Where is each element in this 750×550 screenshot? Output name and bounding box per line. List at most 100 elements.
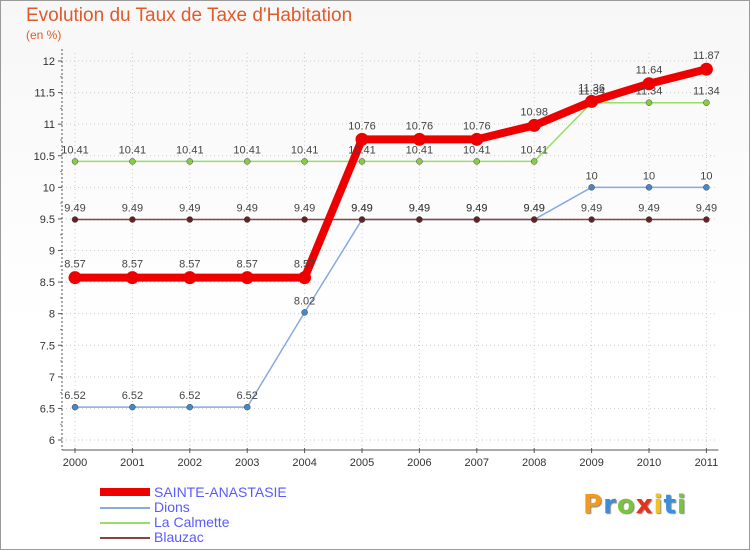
data-label-la calmette: 10.41 bbox=[348, 144, 376, 156]
legend-item-dions: Dions bbox=[100, 500, 400, 515]
series-line-dions bbox=[75, 186, 707, 408]
x-tick-label: 2011 bbox=[695, 457, 719, 469]
data-label-sainte-anastasie: 8.57 bbox=[122, 259, 143, 271]
data-point-blauzac bbox=[358, 216, 366, 223]
x-tick-label: 2008 bbox=[522, 457, 546, 469]
data-label-sainte-anastasie: 11.64 bbox=[636, 65, 663, 77]
data-point-la calmette bbox=[703, 99, 710, 106]
series-layer bbox=[68, 62, 713, 411]
series-line-sainte-anastasie bbox=[75, 65, 708, 282]
x-tick-label: 2004 bbox=[292, 457, 316, 469]
legend-item-sainte-anastasie: SAINTE-ANASTASIE bbox=[100, 485, 400, 500]
data-point-sainte-anastasie bbox=[240, 271, 254, 285]
legend-swatch-sainte-anastasie bbox=[100, 488, 150, 496]
data-point-dions bbox=[129, 403, 136, 411]
legend-item-la-calmette: La Calmette bbox=[100, 515, 400, 530]
data-point-sainte-anastasie bbox=[585, 94, 599, 108]
y-tick-label: 11 bbox=[44, 119, 55, 131]
axes: 6 6.5 7 7.5 8 8.5 9 9.5 10 10.5 11 11.5 12 2000 2001 20… bbox=[34, 49, 719, 469]
series-line-la calmette bbox=[75, 101, 707, 163]
y-tick-label: 8 bbox=[49, 309, 55, 321]
data-label-blauzac: 9.49 bbox=[351, 203, 372, 215]
logo-letter: t bbox=[663, 490, 677, 520]
data-point-dions bbox=[588, 184, 595, 191]
data-point-blauzac bbox=[703, 216, 710, 223]
data-point-la calmette bbox=[530, 158, 538, 165]
data-label-dions: 10 bbox=[585, 170, 597, 182]
logo-letter: x bbox=[635, 490, 654, 520]
data-point-sainte-anastasie bbox=[470, 132, 484, 146]
data-label-dions: 6.52 bbox=[122, 390, 143, 402]
data-label-sainte-anastasie: 8.57 bbox=[179, 259, 200, 271]
legend-swatch-blauzac bbox=[100, 537, 150, 539]
x-tick-label: 2010 bbox=[637, 457, 661, 469]
chart-title: Evolution du Taux de Taxe d'Habitation bbox=[26, 5, 353, 26]
data-label-la calmette: 10.41 bbox=[463, 144, 491, 156]
data-point-sainte-anastasie bbox=[642, 77, 656, 91]
x-tick-label: 2009 bbox=[579, 457, 603, 469]
data-point-blauzac bbox=[645, 216, 653, 223]
data-label-la calmette: 10.41 bbox=[291, 144, 319, 156]
data-point-sainte-anastasie bbox=[412, 132, 426, 146]
data-point-dions bbox=[71, 403, 79, 411]
data-label-blauzac: 9.49 bbox=[236, 203, 257, 215]
data-label-dions: 8.02 bbox=[294, 295, 315, 307]
data-point-blauzac bbox=[473, 216, 481, 223]
x-tick-label: 2002 bbox=[178, 457, 202, 469]
legend-label-la-calmette: La Calmette bbox=[154, 514, 230, 530]
data-label-dions: 10 bbox=[700, 170, 712, 182]
data-label-blauzac: 9.49 bbox=[294, 203, 315, 215]
data-label-dions: 6.52 bbox=[64, 390, 85, 402]
data-point-la calmette bbox=[645, 99, 653, 106]
legend-label-dions: Dions bbox=[154, 499, 190, 515]
data-point-la calmette bbox=[243, 158, 251, 165]
data-label-blauzac: 9.49 bbox=[409, 203, 430, 215]
y-tick-label: 9 bbox=[49, 246, 55, 258]
data-label-la calmette: 11.34 bbox=[693, 86, 720, 98]
data-label-blauzac: 9.49 bbox=[523, 203, 544, 215]
data-label-dions: 9.49 bbox=[409, 203, 430, 215]
legend-label-blauzac: Blauzac bbox=[154, 529, 204, 545]
legend-swatch-dions bbox=[100, 507, 150, 509]
data-label-la calmette: 10.41 bbox=[176, 144, 204, 156]
data-point-dions bbox=[703, 184, 710, 191]
data-label-dions: 10 bbox=[643, 170, 655, 182]
line-chart: 6 6.5 7 7.5 8 8.5 9 9.5 10 10.5 11 11.5 12 2000 2001 20… bbox=[34, 49, 720, 469]
data-label-blauzac: 9.49 bbox=[696, 203, 717, 215]
data-point-sainte-anastasie bbox=[125, 271, 139, 285]
y-tick-label: 11.5 bbox=[34, 88, 55, 100]
x-tick-label: 2005 bbox=[350, 457, 374, 469]
data-point-sainte-anastasie bbox=[527, 118, 541, 132]
data-label-blauzac: 9.49 bbox=[64, 203, 85, 215]
proxiti-logo: Proxiti bbox=[583, 490, 687, 520]
y-tick-label: 6.5 bbox=[40, 403, 55, 415]
data-point-la calmette bbox=[129, 158, 136, 165]
y-tick-label: 10.5 bbox=[34, 151, 55, 163]
logo-letter: i bbox=[653, 490, 664, 520]
x-tick-label: 2000 bbox=[63, 457, 87, 469]
logo-letter: o bbox=[616, 490, 636, 520]
data-point-blauzac bbox=[301, 216, 308, 223]
data-label-sainte-anastasie: 8.57 bbox=[236, 259, 257, 271]
legend-label-sainte-anastasie: SAINTE-ANASTASIE bbox=[154, 484, 287, 500]
data-label-la calmette: 10.41 bbox=[406, 144, 434, 156]
data-point-sainte-anastasie bbox=[68, 271, 82, 285]
chart-unit-label: (en %) bbox=[26, 28, 62, 42]
data-label-la calmette: 10.41 bbox=[119, 144, 147, 156]
data-label-blauzac: 9.49 bbox=[122, 203, 143, 215]
data-point-dions bbox=[301, 309, 308, 316]
data-point-dions bbox=[645, 184, 653, 191]
data-point-blauzac bbox=[416, 216, 423, 223]
data-label-sainte-anastasie: 8.57 bbox=[64, 259, 85, 271]
data-label-sainte-anastasie: 11.36 bbox=[578, 82, 605, 94]
data-point-la calmette bbox=[473, 158, 481, 165]
data-label-dions: 6.52 bbox=[236, 390, 257, 402]
logo-letter: P bbox=[583, 490, 604, 520]
data-point-la calmette bbox=[416, 158, 423, 165]
x-tick-label: 2006 bbox=[407, 457, 431, 469]
data-point-sainte-anastasie bbox=[183, 271, 197, 285]
data-label-sainte-anastasie: 10.76 bbox=[348, 120, 376, 132]
data-point-blauzac bbox=[129, 216, 136, 223]
data-label-dions: 9.49 bbox=[466, 203, 487, 215]
data-point-blauzac bbox=[71, 216, 79, 223]
